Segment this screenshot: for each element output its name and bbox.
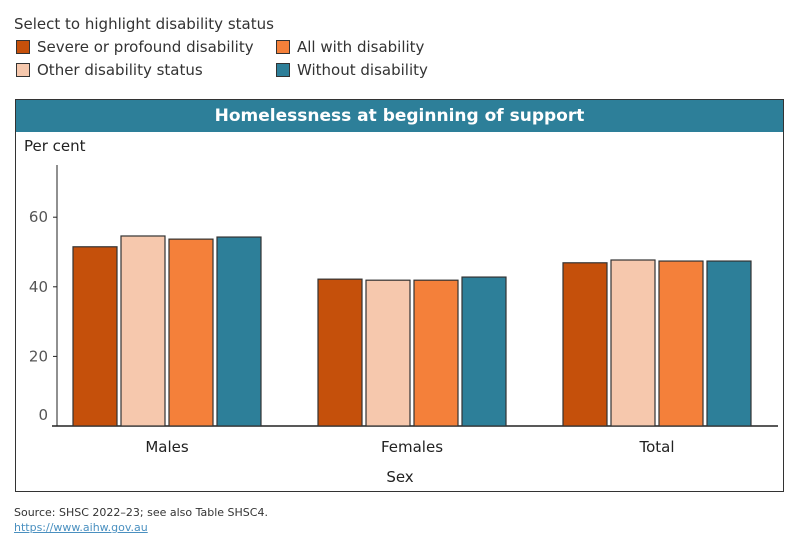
source-note: Source: SHSC 2022–23; see also Table SHS… <box>14 506 268 519</box>
bar[interactable] <box>658 260 704 427</box>
legend-swatch <box>276 63 290 77</box>
y-tick-label: 40 <box>29 278 48 296</box>
source-link[interactable]: https://www.aihw.gov.au <box>14 521 148 534</box>
y-tick-label: 60 <box>29 208 48 226</box>
bar[interactable] <box>562 262 608 427</box>
x-tick-label: Total <box>638 438 674 456</box>
legend-item-other[interactable]: Other disability status <box>16 61 203 79</box>
y-axis-label: Per cent <box>24 137 86 155</box>
legend-swatch <box>16 63 30 77</box>
legend-label: All with disability <box>297 38 425 56</box>
bar[interactable] <box>461 276 507 427</box>
x-tick-label: Males <box>145 438 189 456</box>
legend-item-without[interactable]: Without disability <box>276 61 428 79</box>
bar[interactable] <box>317 278 363 427</box>
legend-label: Severe or profound disability <box>37 38 254 56</box>
bar[interactable] <box>216 236 262 427</box>
bar[interactable] <box>706 260 752 427</box>
legend-item-severe[interactable]: Severe or profound disability <box>16 38 254 56</box>
y-tick-label: 20 <box>29 347 48 365</box>
legend-item-all[interactable]: All with disability <box>276 38 424 56</box>
chart-frame: Homelessness at beginning of support <box>15 99 784 492</box>
legend-label: Other disability status <box>37 61 203 79</box>
bar[interactable] <box>365 279 411 427</box>
legend-label: Without disability <box>297 61 428 79</box>
x-axis-label: Sex <box>386 468 413 486</box>
bar[interactable] <box>168 238 214 427</box>
bar[interactable] <box>413 279 459 427</box>
bar-chart: Per cent 0 20 40 60 Males Females Total Sex <box>24 137 778 486</box>
x-tick-label: Females <box>381 438 443 456</box>
legend-swatch <box>16 40 30 54</box>
legend-title: Select to highlight disability status <box>14 15 274 33</box>
bar[interactable] <box>72 246 118 427</box>
chart-title: Homelessness at beginning of support <box>16 100 783 132</box>
legend-swatch <box>276 40 290 54</box>
bar[interactable] <box>120 235 166 427</box>
bar[interactable] <box>610 259 656 427</box>
y-tick-label: 0 <box>38 406 48 424</box>
